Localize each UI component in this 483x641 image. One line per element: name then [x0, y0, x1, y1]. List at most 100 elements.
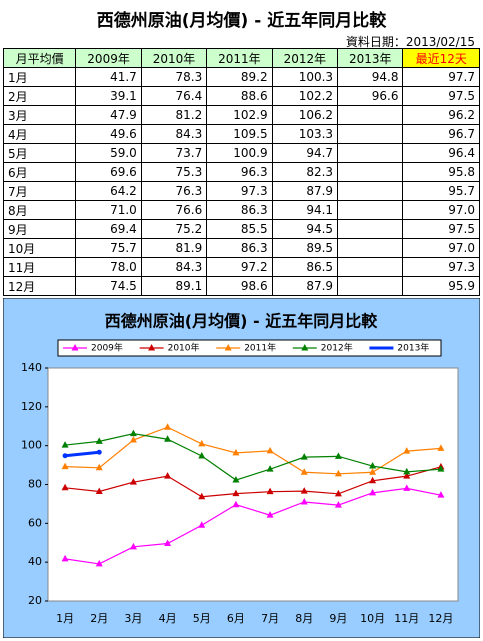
value-cell: 98.6: [206, 276, 273, 296]
value-cell: 86.5: [271, 257, 339, 277]
table-row: 3月 47.9 81.2 102.9 106.2 96.2: [2, 105, 480, 125]
data-point: [334, 452, 342, 459]
data-point: [198, 492, 206, 500]
y-tick-label: 80: [28, 478, 42, 491]
price-table: 月平均價 2009年 2010年 2011年 2012年 2013年 最近12天 1月 41.7…: [2, 48, 480, 296]
value-cell: 89.1: [140, 276, 208, 296]
value-cell: 84.3: [140, 124, 208, 144]
value-cell: 81.9: [140, 238, 208, 258]
value-cell: 78.0: [75, 257, 142, 277]
x-tick-label: 8月: [295, 612, 313, 625]
data-point: [437, 444, 445, 451]
value-cell: 82.3: [271, 162, 339, 182]
x-tick-label: 5月: [193, 612, 211, 625]
data-point: [300, 453, 308, 460]
data-point: [266, 487, 274, 495]
header-cell: 月平均價: [2, 48, 77, 68]
data-point: [300, 487, 308, 494]
page-title: 西德州原油(月均價) - 近五年同月比較: [96, 11, 387, 31]
legend-marker: [224, 344, 232, 351]
data-point: [300, 468, 308, 475]
data-point: [164, 539, 172, 547]
y-tick-label: 100: [21, 439, 42, 452]
value-cell: 41.7: [75, 67, 142, 87]
value-cell: [337, 162, 404, 182]
chart-title: 西德州原油(月均價) - 近五年同月比較: [105, 312, 378, 331]
x-tick-label: 12月: [428, 612, 453, 625]
table-row: 12月 74.5 89.1 98.6 87.9 95.9: [2, 276, 480, 296]
data-point: [232, 476, 240, 483]
series-line: [65, 433, 441, 481]
data-point: [61, 441, 69, 448]
legend-box: [57, 339, 442, 357]
header-cell: 2011年: [206, 48, 273, 68]
data-point: [198, 439, 206, 447]
month-cell: 11月: [2, 257, 77, 277]
data-point: [95, 559, 103, 567]
value-cell: 88.6: [206, 86, 273, 106]
value-cell: 75.2: [140, 219, 208, 239]
value-cell: 78.3: [140, 67, 208, 87]
legend-label: 2012年: [321, 342, 353, 354]
data-point: [334, 489, 342, 497]
data-point: [232, 489, 240, 497]
data-point: [198, 521, 206, 528]
value-cell: 96.7: [402, 124, 480, 144]
data-point: [95, 487, 103, 494]
value-cell: 39.1: [75, 86, 142, 106]
value-cell: 94.7: [271, 143, 339, 163]
x-tick-label: 6月: [227, 612, 245, 625]
data-point: [129, 542, 137, 550]
x-tick-label: 4月: [159, 612, 177, 625]
legend-marker: [301, 344, 309, 351]
table-row: 8月 71.0 76.6 86.3 94.1 97.0: [2, 200, 480, 220]
x-tick-label: 3月: [124, 612, 142, 625]
value-cell: 49.6: [75, 124, 142, 144]
plot-area: [47, 367, 459, 602]
value-cell: [337, 200, 404, 220]
value-cell: 96.3: [206, 162, 273, 182]
data-point: [62, 453, 68, 459]
data-point: [95, 463, 103, 471]
table-row: 7月 64.2 76.3 97.3 87.9 95.7: [2, 181, 480, 201]
x-tick-label: 1月: [56, 612, 74, 625]
value-cell: 47.9: [75, 105, 142, 125]
series-line: [65, 466, 442, 498]
value-cell: [337, 143, 404, 163]
value-cell: 97.5: [402, 219, 480, 239]
data-point: [300, 497, 308, 505]
data-point: [164, 472, 172, 479]
value-cell: [337, 105, 404, 125]
header-cell: 2010年: [140, 48, 208, 68]
data-point: [96, 449, 102, 455]
value-cell: 109.5: [206, 124, 273, 144]
value-cell: 96.2: [402, 105, 480, 125]
value-cell: [337, 181, 404, 201]
data-point: [129, 429, 137, 437]
data-point: [129, 436, 137, 443]
value-cell: 103.3: [271, 124, 339, 144]
data-point: [403, 447, 411, 454]
month-cell: 2月: [2, 86, 77, 106]
data-point: [61, 462, 69, 470]
value-cell: 74.5: [75, 276, 142, 296]
value-cell: 97.3: [402, 257, 480, 277]
data-point: [369, 468, 377, 475]
value-cell: 100.9: [206, 143, 273, 163]
month-cell: 6月: [2, 162, 77, 182]
data-point: [198, 451, 206, 459]
series-line: [65, 426, 441, 475]
x-tick-label: 7月: [261, 612, 279, 625]
value-cell: 73.7: [140, 143, 208, 163]
value-cell: [337, 124, 404, 144]
data-point: [61, 483, 69, 491]
legend-label: 2013年: [397, 342, 429, 354]
value-cell: 69.4: [75, 219, 142, 239]
value-cell: 87.9: [271, 181, 339, 201]
value-cell: 76.3: [140, 181, 208, 201]
value-cell: [337, 276, 404, 296]
value-cell: 89.5: [271, 238, 339, 258]
value-cell: 84.3: [140, 257, 208, 277]
data-point: [266, 446, 274, 454]
